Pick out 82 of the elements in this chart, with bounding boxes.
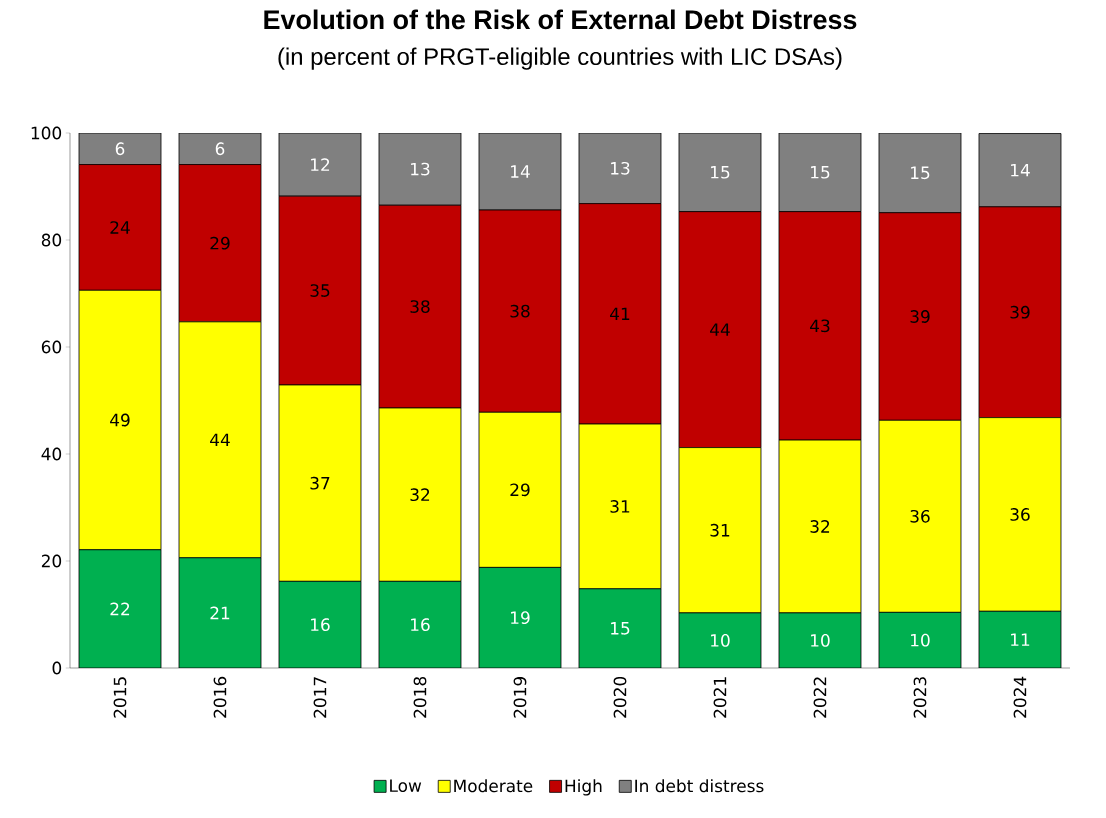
bar: [978, 133, 1062, 208]
data-label: 19: [511, 611, 530, 625]
data-label: 38: [410, 300, 430, 313]
y-tick-label: 100: [31, 126, 62, 140]
data-label: 38: [510, 304, 530, 318]
legend-label: In debt distress: [635, 779, 764, 793]
data-label: 35: [310, 284, 330, 297]
legend-label: High: [565, 779, 602, 796]
data-label: 15: [911, 166, 930, 180]
x-tick-label: 2023: [913, 677, 927, 718]
data-label: 36: [1010, 508, 1030, 521]
x-tick-label: 2019: [513, 676, 527, 718]
bar: [678, 132, 762, 213]
bar: [278, 132, 362, 197]
x-tick-label: 2018: [413, 676, 427, 718]
data-label: 12: [311, 158, 330, 171]
y-tick-label: 20: [41, 554, 62, 568]
data-label: 15: [611, 622, 630, 635]
y-tick-label: 80: [41, 233, 62, 247]
bar: [378, 580, 462, 668]
bar: [178, 557, 262, 668]
bar: [378, 132, 462, 206]
y-tick-label: 40: [41, 447, 62, 461]
bar: [778, 612, 862, 668]
legend-label: Moderate: [454, 779, 533, 793]
data-label: 10: [811, 634, 830, 647]
data-label: 32: [810, 520, 830, 533]
data-label: 15: [811, 166, 830, 179]
x-tick-label: 2021: [713, 677, 727, 718]
data-label: 21: [210, 606, 230, 620]
bar: [178, 132, 262, 165]
bar: [578, 132, 662, 205]
data-label: 16: [411, 618, 430, 632]
data-label: 14: [511, 165, 530, 178]
data-label: 32: [410, 488, 430, 502]
data-label: 10: [711, 634, 730, 647]
bar: [278, 580, 362, 668]
bar: [78, 549, 162, 668]
chart-title: Evolution of the Risk of External Debt Distress: [264, 9, 857, 30]
chart-subtitle: (in percent of PRGT-eligible countries with LIC DSAs): [278, 47, 842, 70]
bar: [678, 612, 762, 668]
x-tick-label: 2016: [213, 676, 227, 718]
bar: [478, 132, 562, 211]
data-label: 6: [115, 142, 125, 156]
x-tick-label: 2020: [613, 676, 627, 718]
data-label: 13: [411, 162, 430, 176]
data-label: 6: [215, 142, 225, 156]
y-tick-label: 0: [52, 661, 62, 675]
bar: [578, 588, 662, 668]
data-label: 29: [510, 483, 530, 497]
data-label: 39: [910, 310, 930, 323]
data-label: 49: [110, 413, 130, 427]
data-label: 36: [910, 509, 930, 523]
data-label: 10: [911, 633, 930, 647]
bar: [878, 132, 962, 214]
data-label: 43: [810, 319, 830, 333]
data-label: 11: [1011, 633, 1030, 646]
data-label: 29: [210, 236, 230, 250]
legend-label: Low: [390, 779, 422, 793]
data-label: 16: [311, 618, 330, 632]
data-label: 13: [611, 161, 630, 175]
data-label: 44: [710, 323, 730, 336]
data-label: 31: [710, 523, 730, 537]
data-label: 41: [610, 307, 630, 320]
bar: [978, 610, 1062, 668]
data-label: 22: [110, 602, 130, 616]
data-label: 44: [210, 433, 230, 446]
data-label: 31: [610, 500, 630, 513]
data-label: 14: [1011, 164, 1030, 177]
x-tick-label: 2015: [113, 677, 127, 718]
bar: [78, 132, 162, 165]
bar: [478, 567, 562, 668]
x-tick-label: 2022: [813, 677, 827, 718]
data-label: 24: [110, 221, 130, 234]
data-label: 37: [310, 476, 330, 490]
x-tick-label: 2024: [1013, 676, 1027, 718]
bar: [878, 611, 962, 668]
y-tick-label: 60: [41, 340, 62, 354]
data-label: 39: [1010, 305, 1030, 319]
bar: [778, 132, 862, 213]
x-tick-label: 2017: [313, 677, 327, 718]
data-label: 15: [711, 166, 730, 179]
